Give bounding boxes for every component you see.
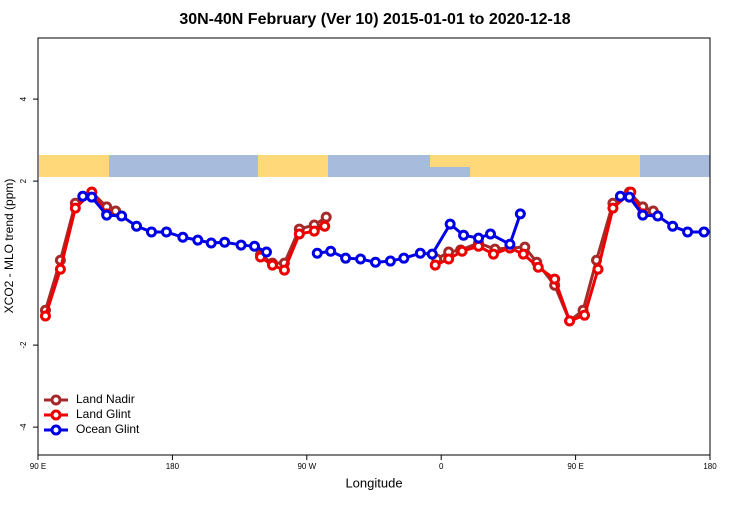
point bbox=[192, 234, 204, 246]
point bbox=[623, 191, 635, 203]
x-tick-label: 90 E bbox=[567, 462, 583, 471]
point bbox=[414, 247, 426, 259]
point bbox=[698, 226, 710, 238]
point bbox=[607, 202, 619, 214]
x-tick-label: 90 E bbox=[30, 462, 46, 471]
point bbox=[311, 247, 323, 259]
point bbox=[398, 252, 410, 264]
point bbox=[219, 236, 231, 248]
point bbox=[160, 226, 172, 238]
point bbox=[355, 253, 367, 265]
point bbox=[177, 231, 189, 243]
point bbox=[145, 226, 157, 238]
point bbox=[54, 263, 66, 275]
point bbox=[484, 228, 496, 240]
point bbox=[39, 310, 51, 322]
y-tick-label: 2 bbox=[19, 178, 28, 183]
point bbox=[579, 309, 591, 321]
legend-marker bbox=[50, 424, 62, 436]
point bbox=[384, 255, 396, 267]
point bbox=[592, 263, 604, 275]
point bbox=[458, 229, 470, 241]
y-tick-label: -2 bbox=[19, 341, 28, 349]
point bbox=[325, 245, 337, 257]
y-tick-label: -4 bbox=[19, 423, 28, 431]
point bbox=[443, 253, 455, 265]
point bbox=[369, 256, 381, 268]
chart-title: 30N-40N February (Ver 10) 2015-01-01 to … bbox=[179, 11, 570, 28]
point bbox=[260, 246, 272, 258]
point bbox=[456, 245, 468, 257]
point bbox=[504, 238, 516, 250]
point bbox=[637, 209, 649, 221]
point bbox=[667, 220, 679, 232]
point bbox=[426, 248, 438, 260]
point bbox=[266, 259, 278, 271]
point bbox=[235, 239, 247, 251]
point bbox=[293, 228, 305, 240]
y-tick-label: 4 bbox=[19, 96, 28, 101]
legend-label: Land Glint bbox=[76, 407, 131, 421]
point bbox=[319, 220, 331, 232]
point bbox=[69, 202, 81, 214]
x-tick-label: 180 bbox=[166, 462, 180, 471]
plot-frame bbox=[37, 37, 711, 456]
x-tick-label: 0 bbox=[439, 462, 444, 471]
point bbox=[101, 209, 113, 221]
point bbox=[77, 190, 89, 202]
point bbox=[340, 252, 352, 264]
point bbox=[549, 273, 561, 285]
x-tick-label: 180 bbox=[703, 462, 717, 471]
legend-marker bbox=[50, 394, 62, 406]
x-tick-label: 90 W bbox=[297, 462, 316, 471]
legend-label: Ocean Glint bbox=[76, 422, 140, 436]
point bbox=[487, 248, 499, 260]
legend-label: Land Nadir bbox=[76, 392, 135, 406]
point bbox=[429, 259, 441, 271]
y-axis-label: XCO2 - MLO trend (ppm) bbox=[2, 179, 16, 314]
point bbox=[116, 210, 128, 222]
legend-marker bbox=[50, 409, 62, 421]
point bbox=[320, 211, 332, 223]
point bbox=[532, 261, 544, 273]
point bbox=[517, 248, 529, 260]
point bbox=[614, 190, 626, 202]
point bbox=[131, 220, 143, 232]
point bbox=[205, 237, 217, 249]
point bbox=[473, 232, 485, 244]
point bbox=[278, 264, 290, 276]
point bbox=[682, 226, 694, 238]
point bbox=[444, 218, 456, 230]
point bbox=[514, 208, 526, 220]
point bbox=[564, 315, 576, 327]
x-axis-label: Longitude bbox=[345, 475, 402, 490]
point bbox=[86, 191, 98, 203]
map-strip bbox=[39, 155, 710, 177]
point bbox=[249, 240, 261, 252]
point bbox=[652, 210, 664, 222]
point bbox=[308, 225, 320, 237]
